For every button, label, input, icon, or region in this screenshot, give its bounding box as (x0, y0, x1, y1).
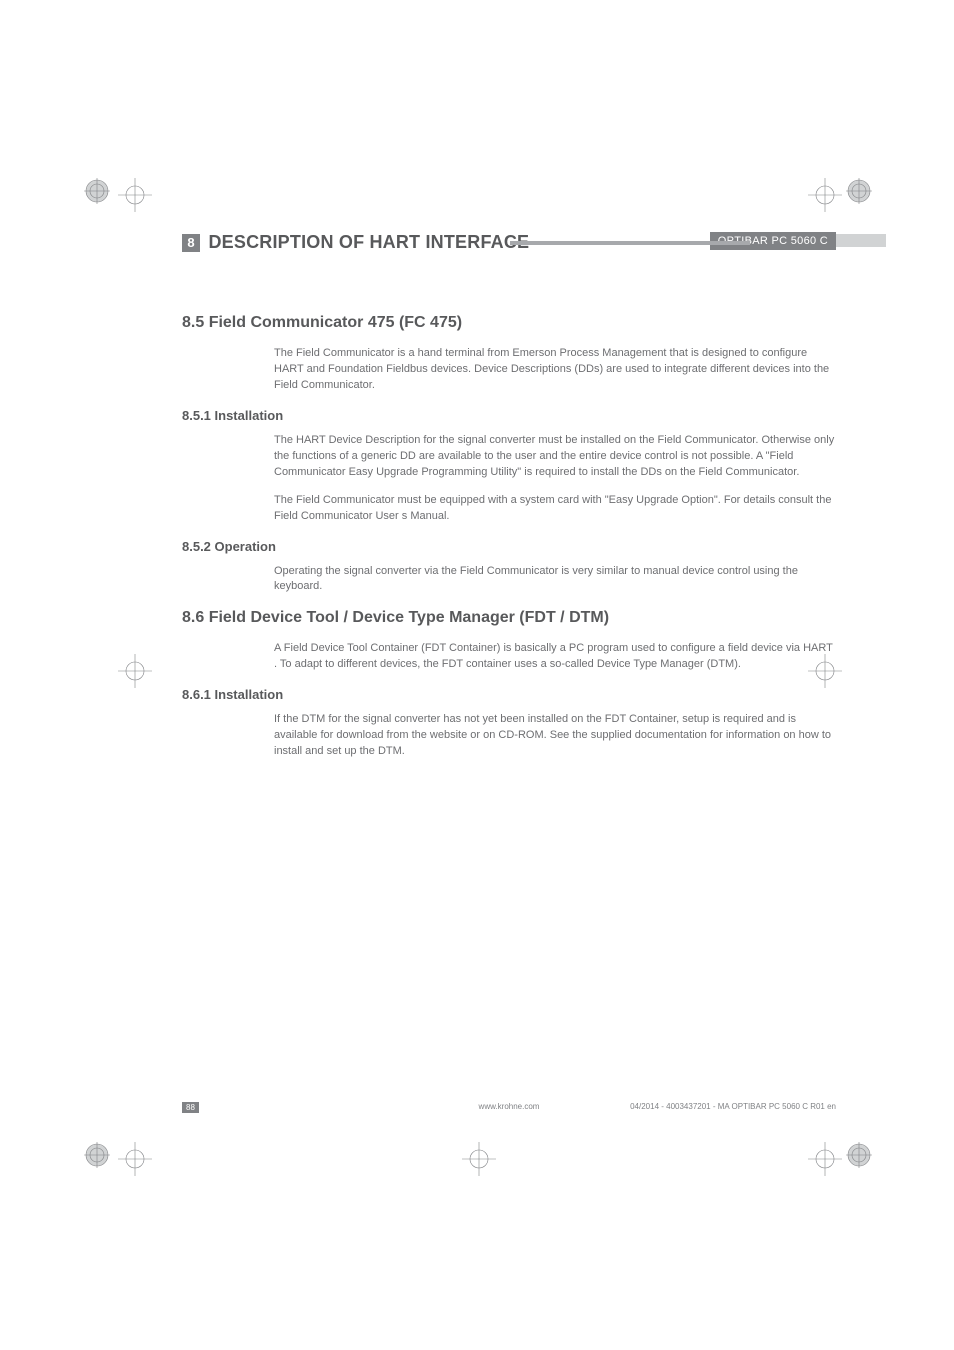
regmark-circle-br (846, 1142, 872, 1168)
heading-8-5: 8.5 Field Communicator 475 (FC 475) (182, 314, 836, 332)
header-rule (510, 241, 750, 245)
regmark-circle-tr (846, 178, 872, 204)
para-8-5-1-b: The Field Communicator must be equipped … (274, 493, 836, 525)
page-number: 88 (182, 1102, 199, 1113)
regmark-circle-tl (84, 178, 110, 204)
chapter-title: DESCRIPTION OF HART INTERFACE (208, 232, 529, 252)
running-head: 8 DESCRIPTION OF HART INTERFACE OPTIBAR … (182, 232, 836, 254)
regmark-cross-ml (118, 654, 152, 688)
regmark-cross-bl (118, 1142, 152, 1176)
heading-8-6: 8.6 Field Device Tool / Device Type Mana… (182, 609, 836, 627)
chapter-number-box: 8 (182, 234, 200, 252)
regmark-cross-tr (808, 178, 842, 212)
para-8-5-2: Operating the signal converter via the F… (274, 564, 836, 596)
regmark-cross-br (808, 1142, 842, 1176)
regmark-cross-bc (462, 1142, 496, 1176)
footer-docid: 04/2014 - 4003437201 - MA OPTIBAR PC 506… (630, 1102, 836, 1111)
para-8-5-1-a: The HART Device Description for the sign… (274, 433, 836, 481)
page-footer: 88 www.krohne.com 04/2014 - 4003437201 -… (182, 1102, 836, 1113)
header-rule-overflow (836, 234, 886, 247)
heading-8-5-2: 8.5.2 Operation (182, 539, 836, 554)
regmark-circle-bl (84, 1142, 110, 1168)
content-column: 8.5 Field Communicator 475 (FC 475) The … (182, 300, 836, 772)
para-8-5-intro: The Field Communicator is a hand termina… (274, 346, 836, 394)
para-8-6-1: If the DTM for the signal converter has … (274, 712, 836, 760)
regmark-cross-tl (118, 178, 152, 212)
heading-8-6-1: 8.6.1 Installation (182, 687, 836, 702)
footer-url: www.krohne.com (479, 1102, 540, 1111)
para-8-6-intro: A Field Device Tool Container (FDT Conta… (274, 641, 836, 673)
heading-8-5-1: 8.5.1 Installation (182, 408, 836, 423)
page: 8 DESCRIPTION OF HART INTERFACE OPTIBAR … (0, 0, 954, 1350)
